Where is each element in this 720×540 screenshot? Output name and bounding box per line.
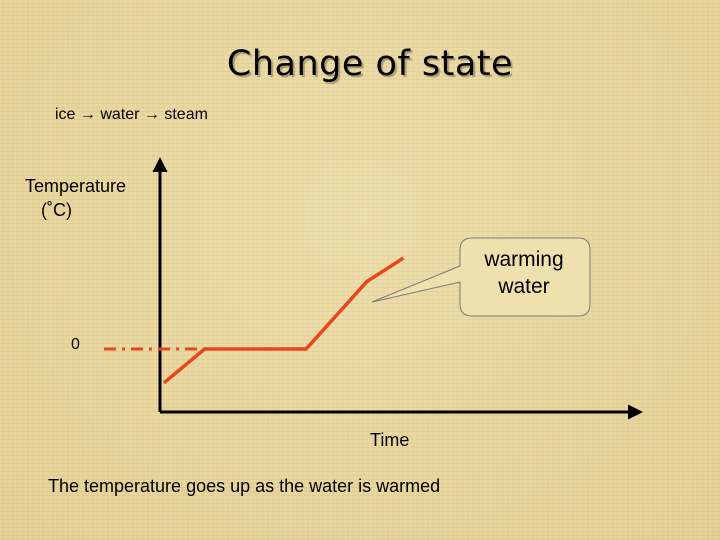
x-axis-label: Time: [370, 430, 410, 450]
callout-line-1: warming: [484, 248, 564, 271]
y-tick-label-0: 0: [71, 336, 80, 353]
chart-subtitle: ice → water → steam: [55, 106, 208, 123]
callout-text: warming water: [459, 236, 589, 314]
y-axis-unit: (˚C): [41, 200, 72, 220]
y-axis-title: Temperature: [25, 176, 127, 196]
callout-line-2: water: [498, 275, 550, 298]
chart-title: Change of state: [226, 44, 514, 84]
callout-box: [371, 237, 591, 317]
chart-caption: The temperature goes up as the water is …: [48, 476, 441, 496]
y-axis-label: Temperature (˚C): [25, 174, 126, 222]
temperature-line: [162, 256, 405, 385]
